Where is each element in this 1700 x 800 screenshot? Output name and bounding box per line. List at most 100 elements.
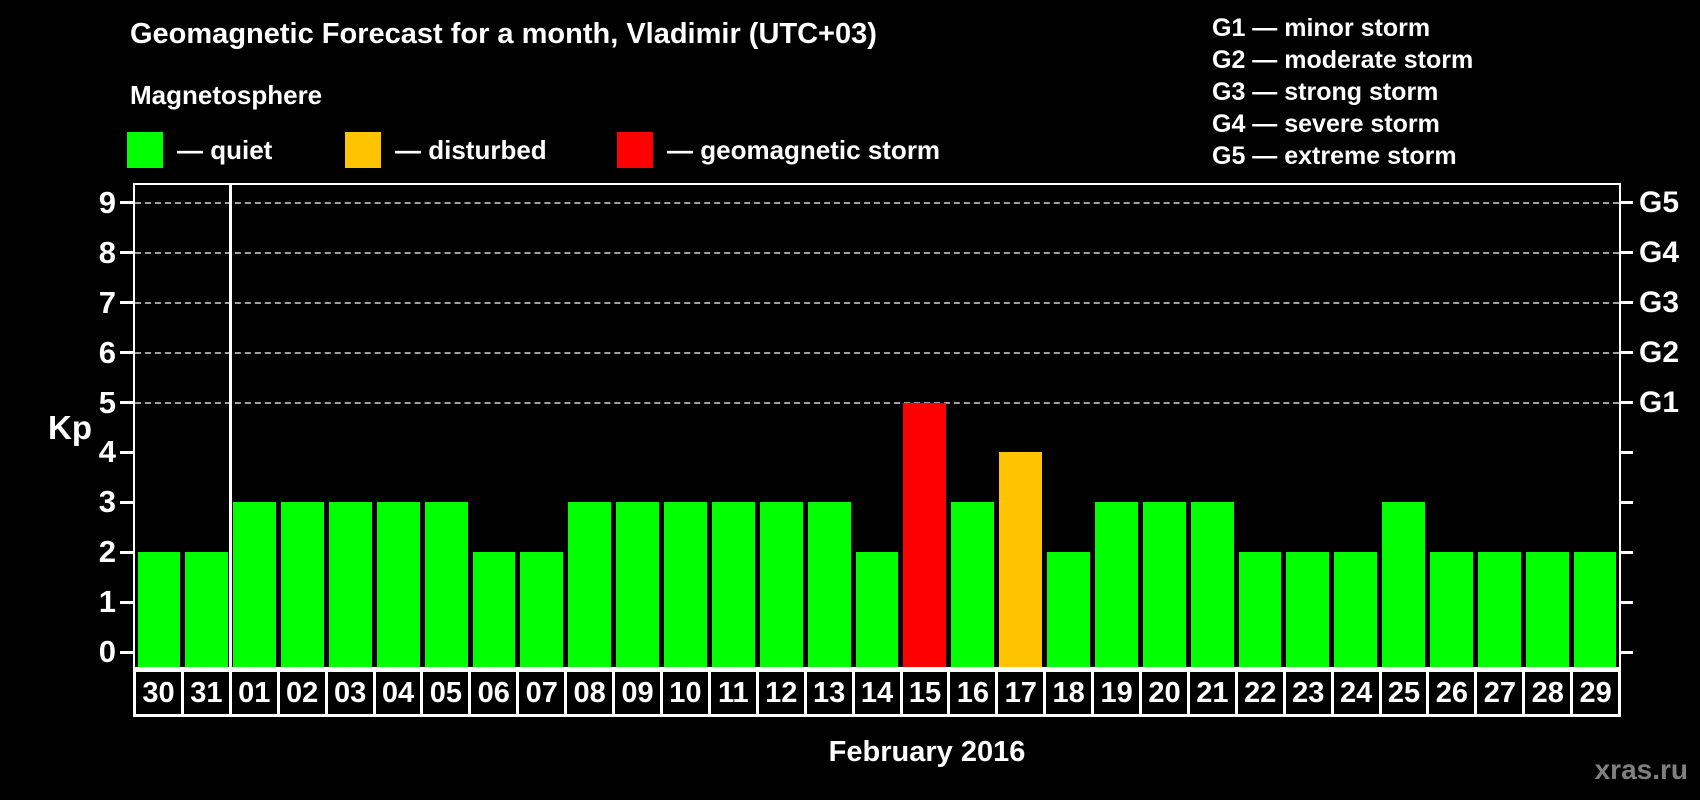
kp-bar-day-06: [472, 552, 516, 667]
g-axis-label-g3: G3: [1639, 285, 1680, 319]
kp-bar-day-13: [807, 502, 851, 667]
day-label-cell-22: 22: [1234, 669, 1286, 717]
day-label-cell-12: 12: [755, 669, 807, 717]
left-axis-tick-8: [120, 251, 133, 255]
kp-bar-day-25: [1382, 502, 1425, 667]
day-label-cell-09: 09: [612, 669, 663, 717]
day-label-cell-01: 01: [228, 669, 280, 717]
legend-item-disturbed: — disturbed: [345, 131, 547, 169]
day-label-cell-11: 11: [707, 669, 759, 717]
kp-bar-day-11: [711, 502, 755, 667]
left-axis-tick-1: [120, 600, 133, 604]
right-axis-tick-3: [1620, 500, 1633, 504]
day-label-cell-10: 10: [659, 669, 711, 717]
kp-bar-day-14: [855, 552, 899, 667]
day-label-cell-30: 30: [133, 669, 184, 717]
kp-bar-day-04: [376, 502, 420, 667]
kp-bar-day-07: [520, 552, 564, 667]
kp-bar-day-09: [616, 502, 660, 667]
kp-bar-day-26: [1430, 552, 1473, 667]
g-axis-label-g4: G4: [1639, 235, 1680, 269]
day-label-cell-13: 13: [803, 669, 855, 717]
y-axis-label-2: 2: [98, 534, 116, 570]
day-label-cell-23: 23: [1282, 669, 1334, 717]
day-label-cell-28: 28: [1522, 669, 1574, 717]
legend-label-disturbed: — disturbed: [395, 134, 547, 165]
g-legend-line-g2: G2 — moderate storm: [1212, 46, 1474, 74]
day-label-cell-20: 20: [1139, 669, 1190, 717]
kp-bar-day-03: [328, 502, 372, 667]
watermark-xras: xras.ru: [1594, 754, 1688, 785]
g-axis-label-g1: G1: [1639, 385, 1680, 419]
left-axis-tick-4: [120, 450, 133, 454]
day-label-cell-15: 15: [899, 669, 951, 717]
magnetosphere-label: Magnetosphere: [130, 80, 323, 110]
kp-bar-day-19: [1094, 502, 1138, 667]
plot-area: [133, 183, 1621, 669]
right-axis-tick-1: [1620, 600, 1633, 604]
kp-bar-day-05: [424, 502, 468, 667]
legend-item-quiet: — quiet: [127, 131, 272, 169]
kp-bar-day-02: [281, 502, 324, 667]
day-label-cell-29: 29: [1570, 669, 1622, 717]
left-axis-tick-9: [120, 201, 133, 205]
y-axis-label-6: 6: [98, 334, 116, 370]
legend-item-storm: — geomagnetic storm: [617, 131, 940, 169]
y-axis-title: Kp: [48, 409, 92, 446]
day-label-cell-02: 02: [276, 669, 328, 717]
day-label-cell-31: 31: [180, 669, 232, 717]
day-label-cell-08: 08: [564, 669, 616, 717]
kp-gridline-8: [135, 251, 1619, 254]
kp-bar-day-15: [903, 402, 947, 667]
kp-bar-day-27: [1477, 552, 1521, 667]
kp-bar-day-20: [1142, 502, 1186, 667]
kp-bar-day-16: [951, 502, 995, 667]
kp-bar-day-22: [1238, 552, 1282, 667]
x-axis-day-labels: 30 31 01 02 03 04 05 06 07 08 09 10 11 12 13 14 15 16 17 18…: [133, 669, 1622, 717]
left-axis-tick-0: [120, 650, 133, 654]
kp-bar-day-29: [1573, 552, 1617, 667]
y-axis-label-5: 5: [98, 384, 116, 420]
y-axis-label-7: 7: [98, 284, 116, 320]
month-separator-line: [229, 185, 233, 667]
left-axis-tick-7: [120, 301, 133, 305]
y-axis-label-1: 1: [98, 584, 116, 620]
g-legend-line-g1: G1 — minor storm: [1212, 14, 1431, 42]
kp-bar-day-23: [1286, 552, 1330, 667]
g-legend-line-g5: G5 — extreme storm: [1212, 142, 1457, 170]
right-axis-tick-5: [1620, 401, 1633, 404]
day-label-cell-19: 19: [1091, 669, 1143, 717]
right-axis-tick-9: [1620, 201, 1633, 205]
g-scale-legend: G1 — minor storm G2 — moderate storm G3 …: [1212, 12, 1473, 172]
g-legend-line-g4: G4 — severe storm: [1212, 110, 1440, 138]
day-label-cell-05: 05: [420, 669, 472, 717]
day-label-cell-21: 21: [1186, 669, 1238, 717]
g-axis-label-g5: G5: [1639, 185, 1680, 219]
right-axis-tick-0: [1620, 650, 1633, 654]
kp-bar-day-31: [185, 552, 229, 667]
right-axis-tick-6: [1620, 351, 1633, 355]
day-label-cell-18: 18: [1043, 669, 1095, 717]
legend-label-storm: — geomagnetic storm: [667, 134, 941, 165]
day-label-cell-16: 16: [947, 669, 999, 717]
day-label-cell-03: 03: [324, 669, 376, 717]
kp-gridline-6: [135, 351, 1619, 354]
y-axis-label-8: 8: [98, 234, 116, 270]
kp-gridline-7: [135, 301, 1619, 304]
g-legend-line-g3: G3 — strong storm: [1212, 78, 1439, 106]
kp-gridline-5: [135, 401, 1619, 404]
right-axis-tick-4: [1620, 450, 1633, 454]
kp-bar-day-28: [1525, 552, 1569, 667]
day-label-cell-26: 26: [1426, 669, 1478, 717]
right-axis-tick-7: [1620, 301, 1633, 305]
kp-bar-day-01: [233, 502, 277, 667]
day-label-cell-04: 04: [372, 669, 424, 717]
kp-bar-day-18: [1047, 552, 1090, 667]
kp-bar-day-21: [1190, 502, 1234, 667]
day-label-cell-25: 25: [1378, 669, 1430, 717]
day-label-cell-17: 17: [995, 669, 1047, 717]
day-label-cell-27: 27: [1474, 669, 1526, 717]
x-axis-title: February 2016: [828, 736, 1026, 768]
kp-bar-day-24: [1334, 552, 1378, 667]
